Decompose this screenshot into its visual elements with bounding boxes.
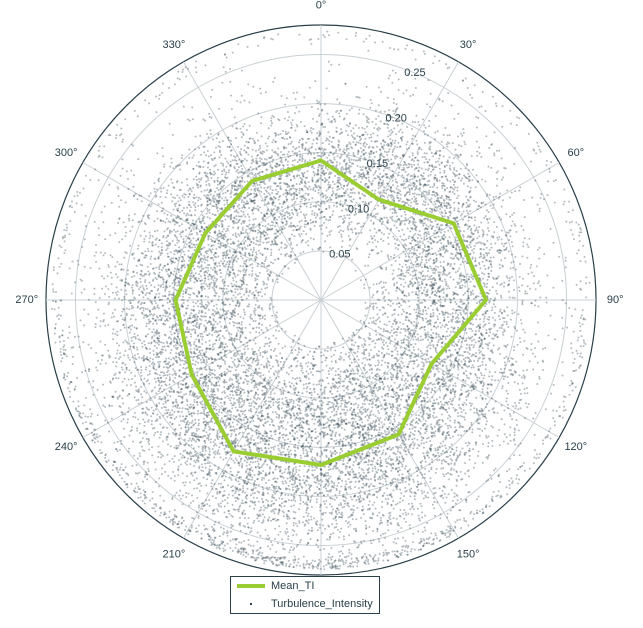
legend-label: Turbulence_Intensity bbox=[271, 598, 373, 610]
angular-tick-label: 300° bbox=[55, 147, 78, 159]
angular-tick-label: 330° bbox=[162, 39, 185, 51]
angular-tick-label: 0° bbox=[316, 0, 327, 12]
polar-svg: 0°30°60°90°120°150°180°210°240°270°300°3… bbox=[0, 0, 643, 628]
angular-tick-label: 210° bbox=[162, 549, 185, 561]
angular-tick-label: 90° bbox=[607, 294, 624, 306]
angular-tick-label: 120° bbox=[564, 441, 587, 453]
angular-tick-label: 60° bbox=[568, 147, 585, 159]
legend-item-turbulence: Turbulence_Intensity bbox=[231, 595, 379, 613]
legend-label: Mean_TI bbox=[271, 580, 314, 592]
radial-tick-label: 0.25 bbox=[404, 67, 425, 79]
legend-swatch-line bbox=[237, 584, 265, 588]
legend-item-mean-ti: Mean_TI bbox=[231, 577, 379, 595]
legend-swatch-dot bbox=[237, 598, 265, 610]
radial-tick-label: 0.05 bbox=[329, 249, 350, 261]
angular-tick-label: 150° bbox=[457, 549, 480, 561]
angular-tick-label: 270° bbox=[15, 294, 38, 306]
angular-tick-label: 240° bbox=[55, 441, 78, 453]
polar-chart: 0°30°60°90°120°150°180°210°240°270°300°3… bbox=[0, 0, 643, 628]
angular-tick-label: 30° bbox=[460, 39, 477, 51]
legend: Mean_TI Turbulence_Intensity bbox=[230, 576, 380, 614]
